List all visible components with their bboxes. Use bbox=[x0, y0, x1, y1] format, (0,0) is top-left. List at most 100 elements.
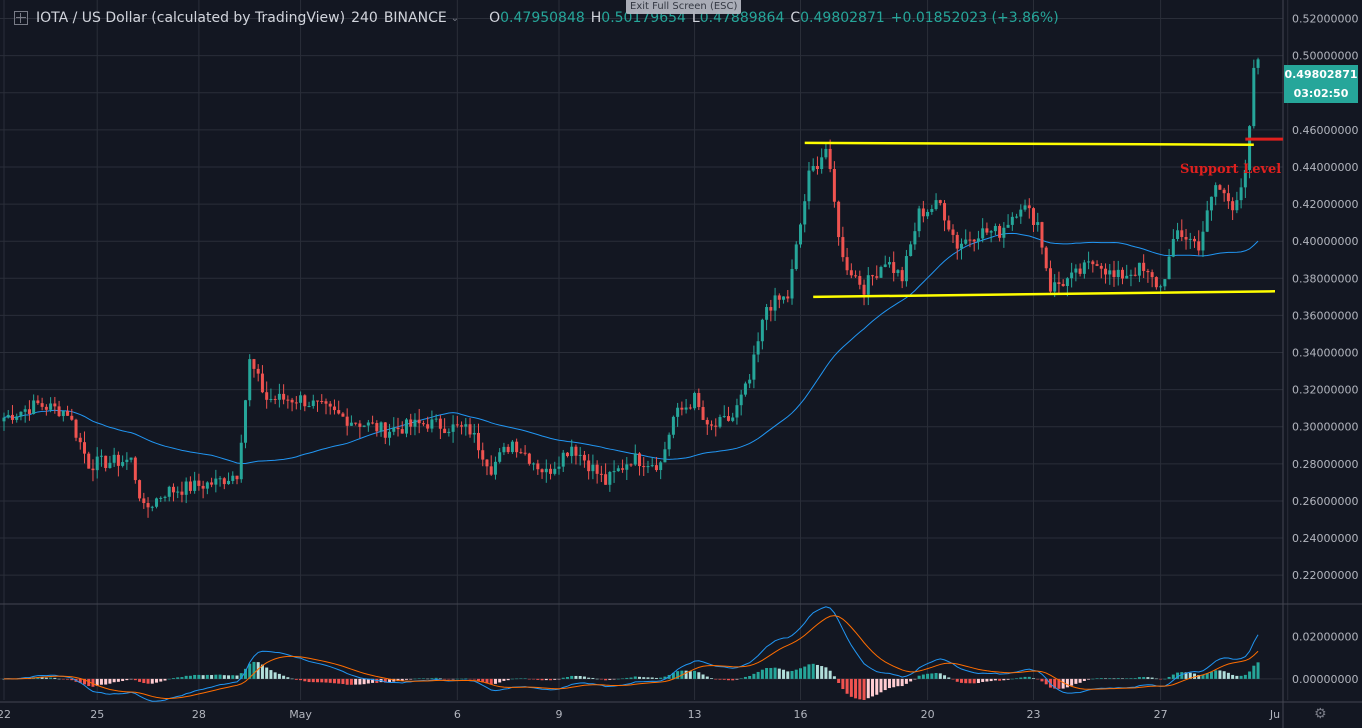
macd-histogram-bar bbox=[1010, 678, 1014, 680]
macd-histogram-bar bbox=[243, 668, 247, 679]
date-tick-label: 25 bbox=[90, 708, 104, 721]
candle-body bbox=[108, 462, 112, 468]
macd-histogram-bar bbox=[964, 678, 968, 684]
symbol-title[interactable]: IOTA / US Dollar (calculated by TradingV… bbox=[36, 10, 346, 26]
candle-body bbox=[1116, 269, 1120, 277]
macd-histogram-bar bbox=[824, 667, 828, 679]
exchange[interactable]: BINANCE bbox=[383, 10, 447, 26]
macd-histogram-bar bbox=[968, 678, 972, 684]
add-symbol-icon[interactable] bbox=[14, 11, 28, 25]
candle-body bbox=[523, 452, 527, 454]
macd-histogram-bar bbox=[926, 673, 930, 679]
candle-body bbox=[379, 422, 383, 432]
chevron-down-icon[interactable]: ⌄ bbox=[450, 12, 460, 24]
macd-histogram-bar bbox=[1120, 678, 1124, 679]
candle-body bbox=[112, 454, 116, 463]
candle-body bbox=[125, 459, 129, 463]
date-tick-label: 27 bbox=[1154, 708, 1168, 721]
macd-histogram-bar bbox=[1129, 678, 1133, 679]
macd-histogram-bar bbox=[155, 678, 159, 683]
macd-histogram-bar bbox=[409, 678, 413, 680]
candle-body bbox=[515, 441, 519, 453]
candle-body bbox=[731, 417, 735, 421]
macd-histogram-bar bbox=[1243, 674, 1247, 679]
candle-body bbox=[447, 431, 451, 434]
candle-body bbox=[1214, 185, 1218, 197]
macd-histogram-bar bbox=[943, 675, 947, 679]
candle-body bbox=[70, 415, 74, 420]
candle-body bbox=[621, 468, 625, 470]
macd-histogram-bar bbox=[587, 677, 591, 679]
macd-histogram-bar bbox=[116, 678, 120, 682]
candle-body bbox=[519, 452, 523, 454]
exit-fullscreen-button[interactable]: Exit Full Screen (ESC) bbox=[626, 0, 742, 14]
price-tick-label: 0.44000000 bbox=[1292, 161, 1358, 174]
candle-body bbox=[646, 466, 650, 468]
candle-body bbox=[218, 478, 222, 480]
candle-body bbox=[163, 496, 167, 498]
candle-body bbox=[269, 398, 273, 400]
candle-body bbox=[782, 296, 786, 300]
macd-histogram-bar bbox=[417, 678, 421, 679]
candle-body bbox=[307, 406, 311, 408]
macd-histogram-bar bbox=[1239, 675, 1243, 679]
macd-histogram-bar bbox=[633, 676, 637, 679]
macd-histogram-bar bbox=[108, 678, 112, 684]
candle-body bbox=[828, 148, 832, 169]
date-tick-label: 20 bbox=[921, 708, 935, 721]
macd-histogram-bar bbox=[1222, 671, 1226, 679]
candle-body bbox=[510, 441, 514, 453]
interval[interactable]: 240 bbox=[351, 10, 378, 26]
macd-histogram-bar bbox=[125, 678, 129, 681]
candle-body bbox=[349, 422, 353, 426]
candle-body bbox=[468, 424, 472, 435]
candle-body bbox=[532, 463, 536, 465]
price-tick-label: 0.50000000 bbox=[1292, 50, 1358, 63]
candle-body bbox=[371, 422, 375, 424]
candle-body bbox=[290, 399, 294, 403]
candle-body bbox=[248, 359, 252, 401]
candle-body bbox=[400, 429, 404, 434]
macd-histogram-bar bbox=[1214, 670, 1218, 679]
candle-body bbox=[214, 478, 218, 485]
candle-body bbox=[502, 446, 506, 453]
candle-body bbox=[277, 393, 281, 400]
macd-histogram-bar bbox=[324, 678, 328, 683]
candle-body bbox=[1159, 286, 1163, 288]
candle-body bbox=[1074, 268, 1078, 273]
candle-body bbox=[1015, 216, 1019, 218]
candle-body bbox=[1201, 231, 1205, 251]
open-value: 0.47950848 bbox=[500, 10, 585, 26]
candle-body bbox=[256, 368, 260, 374]
candle-body bbox=[260, 373, 264, 393]
macd-histogram-bar bbox=[485, 678, 489, 684]
candle-body bbox=[667, 434, 671, 450]
macd-histogram-bar bbox=[553, 678, 557, 680]
macd-histogram-bar bbox=[858, 678, 862, 700]
macd-histogram-bar bbox=[688, 671, 692, 679]
candle-body bbox=[760, 319, 764, 342]
price-tick-label: 0.46000000 bbox=[1292, 124, 1358, 137]
candle-body bbox=[1036, 222, 1040, 225]
candle-body bbox=[756, 341, 760, 355]
macd-histogram-bar bbox=[99, 678, 103, 685]
macd-histogram-bar bbox=[815, 664, 819, 679]
candle-body bbox=[1129, 274, 1133, 276]
candle-body bbox=[32, 400, 36, 414]
candle-body bbox=[773, 295, 777, 311]
macd-histogram-bar bbox=[769, 667, 773, 679]
macd-histogram-bar bbox=[879, 678, 883, 693]
macd-histogram-bar bbox=[854, 678, 858, 699]
candle-body bbox=[434, 418, 438, 420]
date-tick-label: 16 bbox=[793, 708, 807, 721]
macd-histogram-bar bbox=[337, 678, 341, 684]
macd-histogram-bar bbox=[748, 676, 752, 679]
macd-histogram-bar bbox=[299, 678, 303, 681]
macd-histogram-bar bbox=[557, 678, 561, 680]
macd-histogram-bar bbox=[786, 671, 790, 679]
macd-histogram-bar bbox=[820, 666, 824, 679]
macd-histogram-bar bbox=[129, 678, 133, 680]
candle-body bbox=[574, 446, 578, 456]
